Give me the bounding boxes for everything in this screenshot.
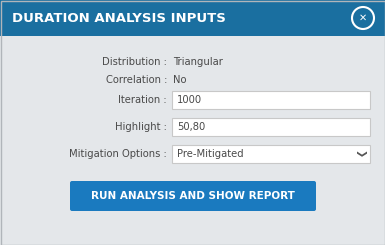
Text: RUN ANALYSIS AND SHOW REPORT: RUN ANALYSIS AND SHOW REPORT bbox=[91, 191, 295, 201]
FancyBboxPatch shape bbox=[172, 145, 370, 163]
Text: Triangular: Triangular bbox=[173, 57, 223, 67]
Text: Iteration :: Iteration : bbox=[118, 95, 167, 105]
Text: Highlight :: Highlight : bbox=[115, 122, 167, 132]
FancyBboxPatch shape bbox=[172, 118, 370, 136]
Text: Correlation :: Correlation : bbox=[105, 75, 167, 85]
Text: Mitigation Options :: Mitigation Options : bbox=[69, 149, 167, 159]
Text: No: No bbox=[173, 75, 186, 85]
Text: DURATION ANALYSIS INPUTS: DURATION ANALYSIS INPUTS bbox=[12, 12, 226, 24]
Text: 50,80: 50,80 bbox=[177, 122, 205, 132]
FancyBboxPatch shape bbox=[70, 181, 316, 211]
Text: Pre-Mitigated: Pre-Mitigated bbox=[177, 149, 244, 159]
Text: ✕: ✕ bbox=[359, 13, 367, 23]
Text: 1000: 1000 bbox=[177, 95, 202, 105]
FancyBboxPatch shape bbox=[172, 91, 370, 109]
Text: Distribution :: Distribution : bbox=[102, 57, 167, 67]
FancyBboxPatch shape bbox=[0, 0, 385, 36]
Text: ❯: ❯ bbox=[355, 150, 365, 158]
